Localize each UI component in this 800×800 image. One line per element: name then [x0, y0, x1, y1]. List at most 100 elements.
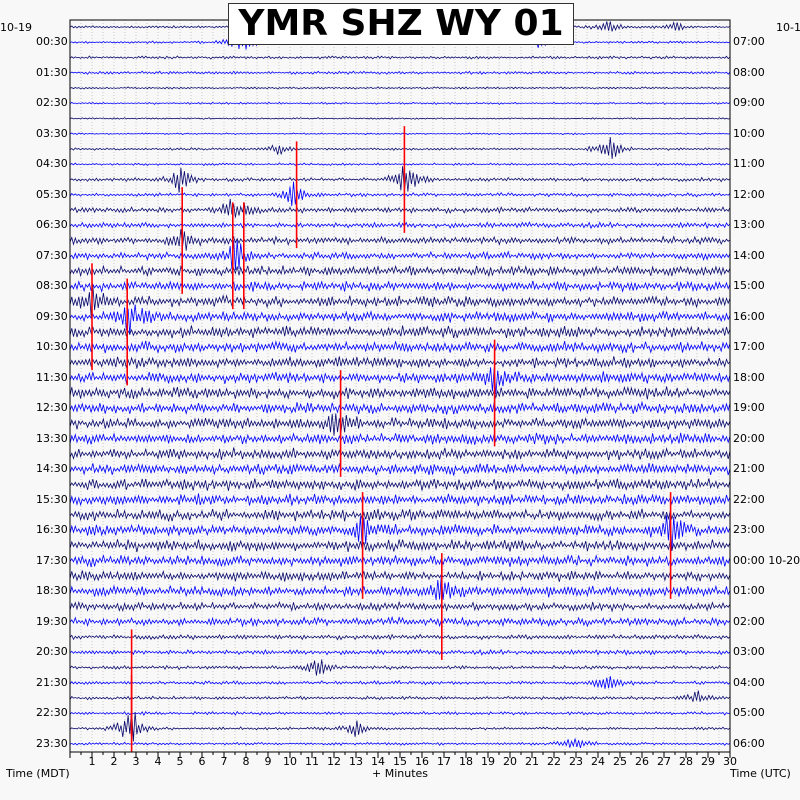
- trace-line: [69, 600, 731, 613]
- trace-line: [69, 512, 731, 552]
- trace-line: [69, 181, 731, 207]
- trace-line: [69, 738, 731, 748]
- trace-line: [69, 554, 731, 568]
- right-time-label: 11:00: [733, 157, 765, 171]
- trace-line: [69, 710, 731, 716]
- x-tick-label: 9: [264, 755, 272, 768]
- right-time-label: 09:00: [733, 96, 765, 110]
- x-tick-label: 3: [132, 755, 140, 768]
- x-tick-label: 30: [723, 755, 737, 768]
- right-time-label: 14:00: [733, 248, 765, 262]
- right-time-label: 08:00: [733, 65, 765, 79]
- right-time-label: 23:00: [733, 523, 765, 537]
- trace-line: [69, 166, 731, 193]
- x-tick-label: 12: [327, 755, 341, 768]
- right-time-label: 16:00: [733, 309, 765, 323]
- trace-line: [69, 228, 731, 251]
- trace-line: [69, 690, 731, 702]
- left-time-label: 07:30: [36, 248, 68, 262]
- right-time-label: 00:00 10-20: [733, 553, 800, 567]
- x-tick-label: 27: [657, 755, 671, 768]
- left-time-label: 01:30: [36, 65, 68, 79]
- trace-line: [69, 221, 731, 230]
- trace-line: [69, 493, 731, 507]
- left-time-label: 19:30: [36, 614, 68, 628]
- trace-line: [69, 462, 731, 476]
- trace-line: [69, 264, 731, 278]
- x-tick-label: 29: [701, 755, 715, 768]
- trace-line: [69, 132, 731, 136]
- trace-line: [69, 447, 731, 461]
- x-tick-label: 11: [305, 755, 319, 768]
- left-time-label: 12:30: [36, 401, 68, 415]
- clip-layer: [91, 126, 672, 752]
- right-time-label: 05:00: [733, 706, 765, 720]
- x-tick-label: 21: [525, 755, 539, 768]
- trace-line: [69, 285, 731, 317]
- x-tick-label: 25: [613, 755, 627, 768]
- trace-line: [69, 478, 731, 492]
- trace-line: [69, 117, 731, 120]
- trace-line: [69, 325, 731, 339]
- left-time-label: 10:30: [36, 340, 68, 354]
- trace-line: [69, 137, 731, 159]
- right-time-label: 17:00: [733, 340, 765, 354]
- trace-line: [69, 570, 731, 582]
- left-time-label: 09:30: [36, 309, 68, 323]
- x-tick-label: 14: [371, 755, 385, 768]
- right-time-label: 21:00: [733, 462, 765, 476]
- right-time-label: 10:00: [733, 126, 765, 140]
- x-tick-label: 2: [110, 755, 118, 768]
- left-time-label: 18:30: [36, 584, 68, 598]
- x-tick-label: 4: [154, 755, 162, 768]
- trace-layer: [69, 20, 731, 748]
- x-tick-label: 20: [503, 755, 517, 768]
- x-tick-label: 13: [349, 755, 363, 768]
- x-tick-label: 19: [481, 755, 495, 768]
- trace-line: [69, 573, 731, 601]
- right-time-label: 06:00: [733, 736, 765, 750]
- trace-line: [69, 615, 731, 628]
- x-tick-label: 26: [635, 755, 649, 768]
- trace-line: [69, 539, 731, 553]
- right-time-label: 20:00: [733, 431, 765, 445]
- trace-line: [69, 648, 731, 656]
- left-date-label: 10-19: [0, 21, 32, 34]
- trace-line: [69, 240, 731, 271]
- x-tick-label: 23: [569, 755, 583, 768]
- trace-line: [69, 101, 731, 105]
- x-tick-label: 28: [679, 755, 693, 768]
- trace-line: [69, 659, 731, 676]
- left-time-label: 03:30: [36, 126, 68, 140]
- x-tick-label: 16: [415, 755, 429, 768]
- x-ticks: [69, 752, 731, 758]
- right-time-label: 22:00: [733, 492, 765, 506]
- x-tick-label: 1: [88, 755, 96, 768]
- left-time-label: 05:30: [36, 187, 68, 201]
- right-time-label: 13:00: [733, 218, 765, 232]
- x-axis-label: + Minutes: [372, 767, 429, 780]
- left-axis-label: Time (MDT): [6, 767, 70, 780]
- x-tick-label: 18: [459, 755, 473, 768]
- right-time-label: 02:00: [733, 614, 765, 628]
- left-time-label: 14:30: [36, 462, 68, 476]
- trace-line: [69, 367, 731, 395]
- x-tick-label: 6: [198, 755, 206, 768]
- right-date-label: 10-1: [776, 21, 800, 34]
- x-tick-label: 24: [591, 755, 605, 768]
- right-time-label: 19:00: [733, 401, 765, 415]
- trace-line: [69, 432, 731, 445]
- x-tick-label: 22: [547, 755, 561, 768]
- x-tick-label: 7: [220, 755, 228, 768]
- left-time-label: 23:30: [36, 736, 68, 750]
- left-time-label: 04:30: [36, 157, 68, 171]
- trace-line: [69, 385, 731, 400]
- right-time-label: 04:00: [733, 675, 765, 689]
- right-time-label: 01:00: [733, 584, 765, 598]
- left-time-label: 17:30: [36, 553, 68, 567]
- x-tick-label: 15: [393, 755, 407, 768]
- right-time-label: 15:00: [733, 279, 765, 293]
- right-axis-label: Time (UTC): [730, 767, 791, 780]
